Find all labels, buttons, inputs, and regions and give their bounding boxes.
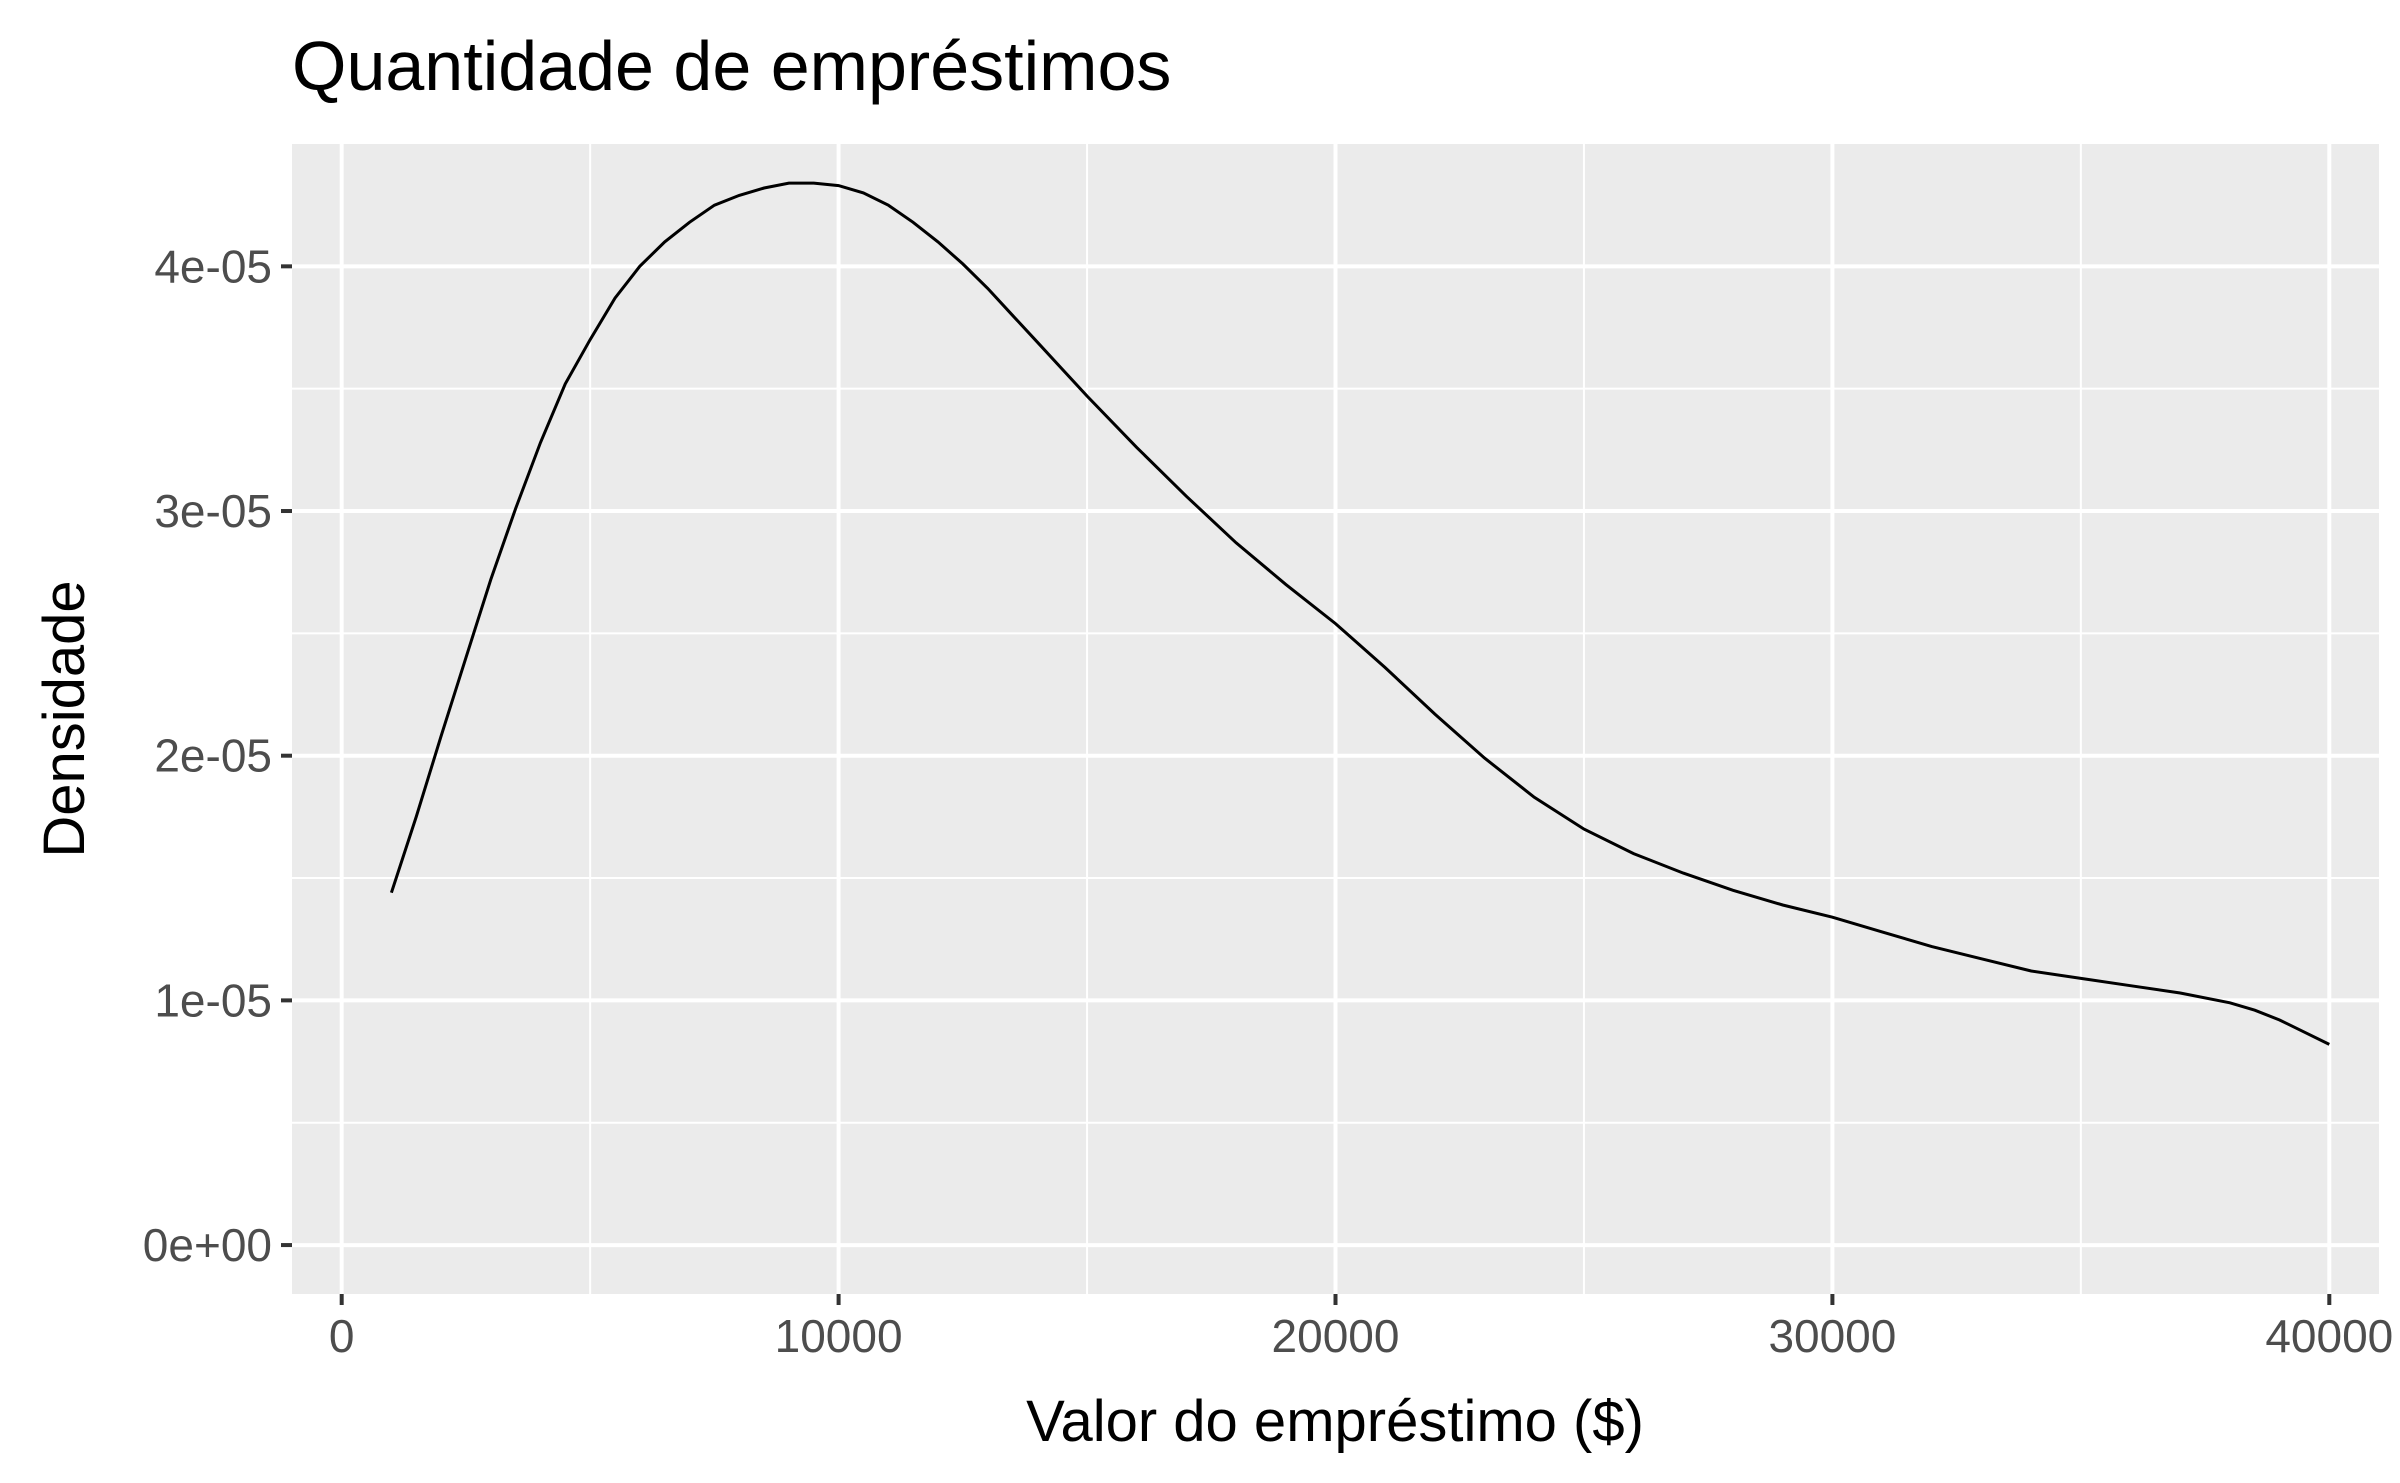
- y-tick-label: 4e-05: [154, 240, 272, 292]
- y-tick-label: 1e-05: [154, 974, 272, 1026]
- x-tick-label: 10000: [775, 1310, 903, 1362]
- density-curve: [389, 181, 2330, 1046]
- y-axis-ticks: 0e+00 1e-05 2e-05 3e-05 4e-05: [143, 240, 292, 1271]
- x-tick-label: 0: [329, 1310, 355, 1362]
- y-tick-label: 0e+00: [143, 1219, 272, 1271]
- y-tick-label: 3e-05: [154, 485, 272, 537]
- y-tick-label: 2e-05: [154, 730, 272, 782]
- chart-title: Quantidade de empréstimos: [292, 27, 1171, 105]
- y-axis-title: Densidade: [32, 580, 97, 857]
- x-axis-ticks: 0 10000 20000 30000 40000: [329, 1294, 2393, 1362]
- x-axis-title: Valor do empréstimo ($): [1026, 1389, 1644, 1454]
- x-tick-label: 30000: [1768, 1310, 1896, 1362]
- x-tick-label: 40000: [2265, 1310, 2393, 1362]
- x-tick-label: 20000: [1272, 1310, 1400, 1362]
